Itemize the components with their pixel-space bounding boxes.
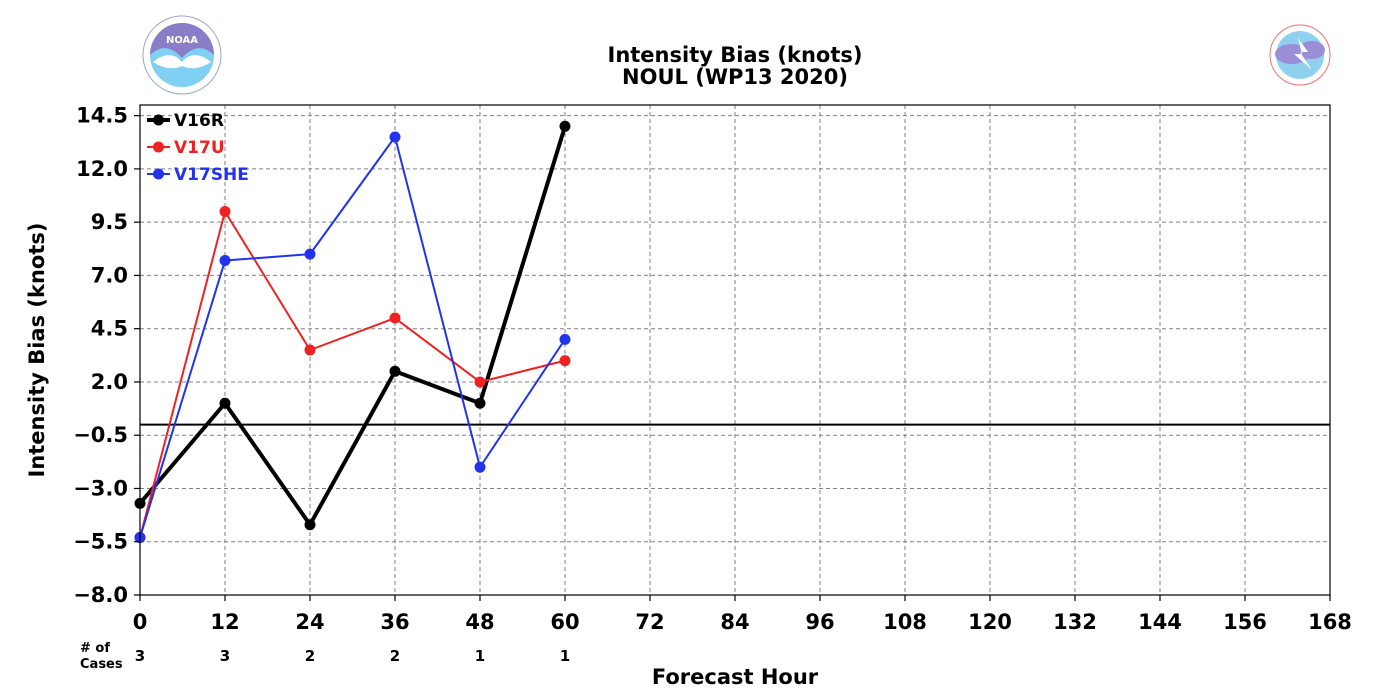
- noaa-logo-icon: NOAA: [142, 15, 222, 95]
- x-tick-label: 48: [465, 610, 494, 634]
- data-point: [219, 206, 231, 218]
- x-tick-label: 72: [635, 610, 664, 634]
- cases-row: 3 3 2 2 1 1: [135, 647, 570, 665]
- data-point: [219, 397, 231, 409]
- legend-label: V16R: [174, 111, 224, 131]
- case-count: 1: [560, 647, 570, 665]
- x-tick-label: 12: [210, 610, 239, 634]
- noaa-logo-text: NOAA: [166, 35, 198, 46]
- x-axis-label: Forecast Hour: [652, 665, 819, 689]
- y-tick-label: −3.0: [73, 476, 128, 500]
- x-tick-label: 120: [968, 610, 1012, 634]
- x-tick-label: 96: [805, 610, 834, 634]
- x-tick-label: 0: [133, 610, 148, 634]
- x-tick-label: 168: [1308, 610, 1352, 634]
- series-v17u: [134, 206, 571, 543]
- nws-logo-icon: [1269, 24, 1331, 86]
- y-tick-labels: −8.0 −5.5 −3.0 −0.5 2.0 4.5 7.0 9.5 12.0 14.5: [73, 104, 140, 607]
- cases-label-line2: Cases: [80, 657, 123, 672]
- data-point: [474, 461, 486, 473]
- case-count: 3: [135, 647, 145, 665]
- cases-label-line1: # of: [80, 641, 110, 656]
- x-tick-label: 108: [883, 610, 927, 634]
- x-tick-labels: 0 12 24 36 48 60 72 84 96 108 120 132 144 156 168: [133, 595, 1352, 634]
- series-line: [139, 210, 566, 538]
- case-count: 1: [475, 647, 485, 665]
- x-tick-label: 156: [1223, 610, 1267, 634]
- series-line: [138, 125, 567, 527]
- chart-subtitle: NOUL (WP13 2020): [622, 65, 848, 89]
- x-tick-label: 60: [550, 610, 579, 634]
- y-tick-label: −0.5: [73, 423, 128, 447]
- legend-label: V17U: [174, 138, 225, 158]
- x-tick-label: 36: [380, 610, 409, 634]
- y-tick-label: 14.5: [76, 104, 128, 128]
- case-count: 2: [390, 647, 400, 665]
- x-tick-label: 132: [1053, 610, 1097, 634]
- legend-swatch-marker: [153, 141, 164, 153]
- series-v16r: [134, 120, 571, 531]
- data-point: [474, 376, 486, 388]
- y-tick-label: 4.5: [91, 317, 128, 341]
- data-point: [304, 344, 316, 356]
- data-point: [559, 333, 571, 345]
- data-point: [219, 255, 231, 267]
- data-point: [389, 131, 401, 143]
- x-tick-label: 24: [295, 610, 324, 634]
- data-point: [559, 355, 571, 367]
- y-axis-label: Intensity Bias (knots): [25, 223, 49, 478]
- case-count: 2: [305, 647, 315, 665]
- series-group: [134, 120, 571, 543]
- data-point: [304, 248, 316, 260]
- data-point: [304, 519, 316, 531]
- y-tick-label: 2.0: [91, 370, 128, 394]
- series-line: [139, 135, 566, 538]
- y-tick-label: 12.0: [76, 157, 128, 181]
- legend-swatch-marker: [153, 114, 164, 126]
- case-count: 3: [220, 647, 230, 665]
- legend: V16R V17U V17SHE: [147, 111, 249, 185]
- y-tick-label: −8.0: [73, 583, 128, 607]
- y-tick-label: 7.0: [91, 263, 128, 287]
- data-point: [474, 397, 486, 409]
- y-tick-label: −5.5: [73, 530, 128, 554]
- y-tick-label: 9.5: [91, 210, 128, 234]
- legend-label: V17SHE: [174, 165, 249, 185]
- data-point: [389, 312, 401, 324]
- grid: [139, 105, 1331, 596]
- data-point: [559, 120, 571, 132]
- data-point: [389, 365, 401, 377]
- x-tick-label: 144: [1138, 610, 1182, 634]
- legend-swatch-marker: [153, 168, 164, 180]
- series-v17she: [134, 131, 571, 543]
- chart-title: Intensity Bias (knots): [608, 43, 863, 67]
- x-tick-label: 84: [720, 610, 749, 634]
